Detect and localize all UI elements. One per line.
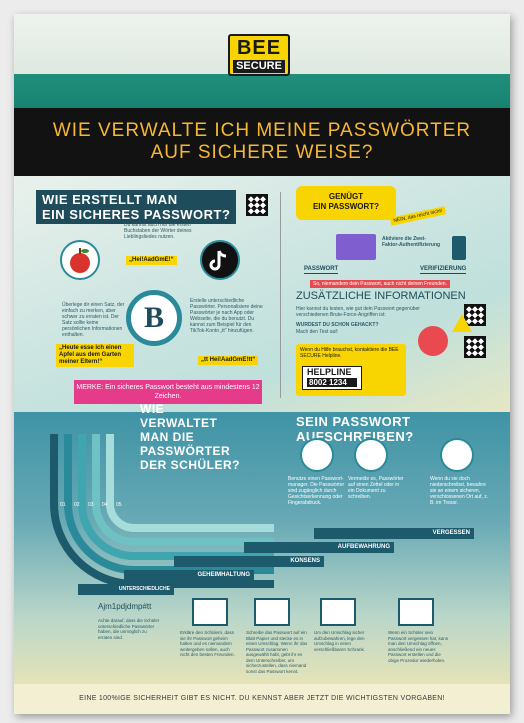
step-verification: VERIFIZIERUNG: [420, 266, 467, 274]
info-title: ZUSÄTZLICHE INFORMATIONEN: [296, 290, 466, 302]
remember-note: MERKE: Ein sicheres Passwort besteht aus…: [74, 380, 262, 404]
no-writing-icon: [354, 438, 388, 472]
footer-note: EINE 100%IGE SICHERHEIT GIBT ES NICHT. D…: [14, 684, 510, 714]
step-4-text: Um den Umschlag sicher aufzubewahren, le…: [314, 630, 366, 652]
write-title: SEIN PASSWORT AUFSCHREIBEN?: [296, 414, 414, 444]
warning-icon: [452, 314, 472, 332]
qr-code-icon: [246, 194, 268, 216]
create-title: WIE ERSTELLT MAN EIN SICHERES PASSWORT?: [36, 190, 237, 224]
two-factor-text: Aktiviere die Zwei-Faktor-Authentifizier…: [382, 236, 441, 248]
helpline-box: Wenn du Hilfe brauchst, kontaktiere die …: [296, 344, 406, 396]
manage-title: WIE VERWALTET MAN DIE PASSWÖRTER DER SCH…: [140, 402, 240, 472]
warning-label: So, niemandem dein Passwort, auch nicht …: [310, 280, 450, 288]
enough-bubble: GENÜGT EIN PASSWORT?: [296, 186, 396, 220]
num-05: 05: [116, 502, 122, 508]
row-konsens: KONSENS: [174, 556, 324, 567]
hide-icon: [192, 598, 228, 626]
logo-line-1: BEE: [236, 37, 282, 59]
headline-line-2: AUF SICHERE WEISE?: [150, 142, 374, 163]
num-03: 03: [88, 502, 94, 508]
num-01: 01: [60, 502, 66, 508]
center-letter-icon: B: [126, 290, 182, 346]
info-text-1: Hier kannst du testen, wie gut dein Pass…: [296, 306, 420, 318]
safe-icon: [440, 438, 474, 472]
envelope-open-icon: [398, 598, 434, 626]
helpline-label: HELPLINE: [307, 367, 352, 377]
step-5-text: Wenn ein Schüler sein Passwort vergessen…: [388, 630, 449, 663]
step-3-text: Schreibe das Passwort auf ein Blatt Papi…: [246, 630, 308, 674]
envelope-icon: [254, 598, 290, 626]
example-tag-1: „Hei!AadGmE!“: [126, 256, 177, 265]
tip-left: Überlege dir einen Satz, der einfach zu …: [62, 302, 125, 338]
vertical-divider: [280, 192, 281, 398]
enough-line-2: EIN PASSWORT?: [312, 202, 380, 211]
write-tip-1: Benutze einen Passwort-manager. Die Pass…: [288, 476, 345, 506]
cabinet-icon: [320, 598, 356, 626]
create-title-line-1: WIE ERSTELLT MAN: [42, 192, 178, 207]
qr-code-3-icon: [464, 336, 486, 358]
row-unterschiedliche: UNTERSCHIEDLICHE: [78, 584, 174, 595]
manage-title-2: VERWALTET: [140, 416, 218, 430]
example-tag-3: „tt Hei!AadGmE!tt“: [198, 356, 259, 365]
write-tip-2: Vermeide es, Passwörter auf einen Zettel…: [348, 476, 404, 500]
step-password: PASSWORT: [304, 266, 339, 274]
manage-title-5: DER SCHÜLER?: [140, 458, 241, 472]
logo-line-2: SECURE: [233, 60, 285, 73]
phone-icon: [452, 236, 466, 260]
tip-right: Erstelle unterschiedliche Passwörter. Pe…: [190, 298, 263, 334]
apple-icon: [60, 240, 100, 280]
tiktok-icon: [200, 240, 240, 280]
num-04: 04: [102, 502, 108, 508]
row-aufbewahrung: AUFBEWAHRUNG: [244, 542, 394, 553]
hacker-icon: [418, 326, 448, 356]
step-1-text: Achte darauf, dass die Schüler unterschi…: [98, 618, 160, 640]
num-02: 02: [74, 502, 80, 508]
step-2-text: Erkläre den Schülern, dass sie ihr Passw…: [180, 630, 235, 657]
row-geheimhaltung: GEHEIMHALTUNG: [124, 570, 254, 581]
headline-band: WIE VERWALTE ICH MEINE PASSWÖRTER AUF SI…: [14, 108, 510, 176]
tip-top: Du kannst auch nur die ersten Buchstaben…: [124, 222, 192, 240]
headline: WIE VERWALTE ICH MEINE PASSWÖRTER AUF SI…: [14, 108, 510, 164]
fingerprint-icon: [300, 438, 334, 472]
track-arcs: [50, 434, 274, 588]
manage-title-3: MAN DIE: [140, 430, 195, 444]
bee-secure-logo: BEE SECURE: [228, 34, 290, 76]
laptop-icon: [336, 234, 376, 260]
sample-password: Ajm1pdjdmp#tt: [98, 602, 152, 611]
manage-title-4: PASSWÖRTER: [140, 444, 231, 458]
poster: BEE SECURE WIE VERWALTE ICH MEINE PASSWÖ…: [14, 14, 510, 714]
row-vergessen: VERGESSEN: [314, 528, 474, 539]
help-text: Wenn du Hilfe brauchst, kontaktiere die …: [300, 347, 399, 359]
info-text-2: Mach den Test auf:: [296, 329, 339, 335]
write-tip-3: Wenn du sie doch niederschreibst, bewahr…: [430, 476, 489, 506]
manage-title-1: WIE: [140, 402, 165, 416]
example-tag-2: „Heute esse ich einen Apfel aus dem Gart…: [56, 344, 134, 367]
hacked-question: WURDEST DU SCHON GEHACKT?: [296, 322, 379, 328]
helpline-card: HELPLINE 8002 1234: [302, 366, 362, 390]
create-title-line-2: EIN SICHERES PASSWORT?: [42, 207, 231, 222]
enough-line-1: GENÜGT: [328, 192, 364, 201]
helpline-number: 8002 1234: [307, 378, 357, 387]
headline-line-1: WIE VERWALTE ICH MEINE PASSWÖRTER: [52, 120, 472, 141]
